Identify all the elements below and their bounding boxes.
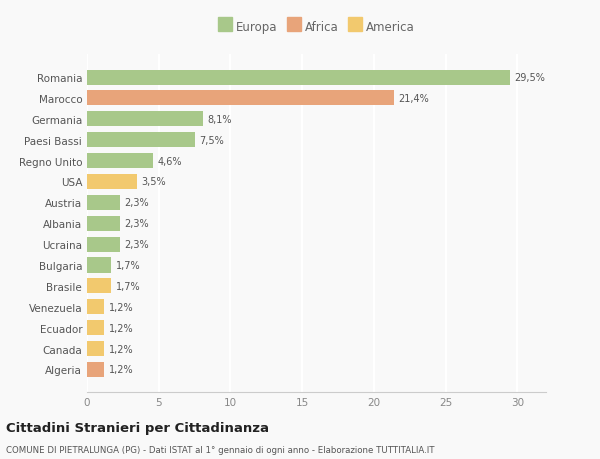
Text: 2,3%: 2,3% xyxy=(124,198,149,208)
Bar xyxy=(87,279,112,294)
Bar xyxy=(87,70,510,85)
Bar xyxy=(87,154,153,169)
Text: 1,2%: 1,2% xyxy=(109,323,133,333)
Text: 1,2%: 1,2% xyxy=(109,302,133,312)
Text: 1,2%: 1,2% xyxy=(109,364,133,375)
Bar xyxy=(87,216,120,231)
Text: Cittadini Stranieri per Cittadinanza: Cittadini Stranieri per Cittadinanza xyxy=(6,421,269,434)
Text: COMUNE DI PIETRALUNGA (PG) - Dati ISTAT al 1° gennaio di ogni anno - Elaborazion: COMUNE DI PIETRALUNGA (PG) - Dati ISTAT … xyxy=(6,445,434,454)
Text: 4,6%: 4,6% xyxy=(157,156,182,166)
Text: 7,5%: 7,5% xyxy=(199,135,224,146)
Bar xyxy=(87,174,137,190)
Bar xyxy=(87,362,104,377)
Text: 29,5%: 29,5% xyxy=(514,73,545,83)
Bar xyxy=(87,196,120,210)
Text: 1,7%: 1,7% xyxy=(116,260,140,270)
Legend: Europa, Africa, America: Europa, Africa, America xyxy=(215,17,418,37)
Bar xyxy=(87,133,194,148)
Text: 21,4%: 21,4% xyxy=(398,94,429,104)
Bar xyxy=(87,91,394,106)
Text: 1,7%: 1,7% xyxy=(116,281,140,291)
Bar xyxy=(87,320,104,336)
Bar xyxy=(87,112,203,127)
Bar xyxy=(87,237,120,252)
Text: 2,3%: 2,3% xyxy=(124,240,149,250)
Text: 2,3%: 2,3% xyxy=(124,219,149,229)
Text: 3,5%: 3,5% xyxy=(142,177,166,187)
Bar xyxy=(87,300,104,314)
Bar xyxy=(87,341,104,356)
Text: 8,1%: 8,1% xyxy=(208,115,232,124)
Text: 1,2%: 1,2% xyxy=(109,344,133,354)
Bar xyxy=(87,258,112,273)
